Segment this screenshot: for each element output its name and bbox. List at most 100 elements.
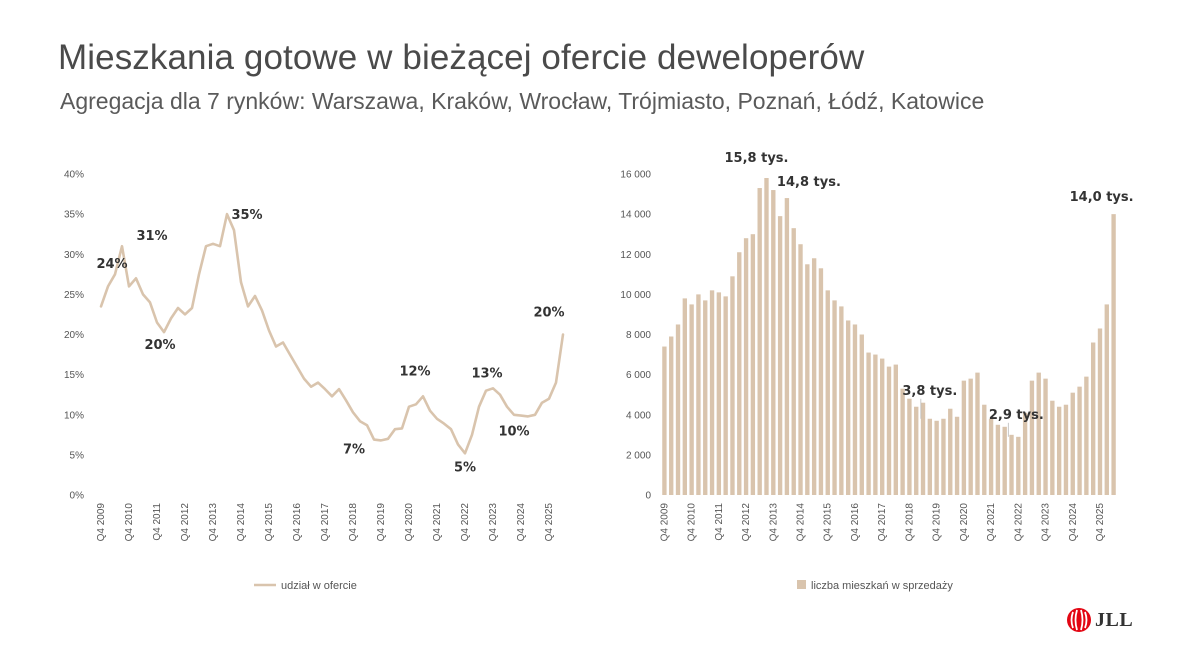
x-tick-label: Q4 2015 <box>264 503 275 542</box>
bar <box>1091 342 1096 495</box>
x-tick-label: Q4 2019 <box>376 503 387 542</box>
data-label: 2,9 tys. <box>989 408 1044 423</box>
x-tick-label: Q4 2020 <box>959 503 970 542</box>
bar <box>948 408 953 495</box>
bar <box>900 388 905 495</box>
bar <box>777 216 783 495</box>
bar <box>723 296 728 495</box>
y-tick-label: 0 <box>645 491 651 502</box>
bar <box>791 228 796 496</box>
bar <box>1070 392 1075 495</box>
bar <box>1077 386 1082 495</box>
x-tick-label: Q4 2022 <box>460 503 471 542</box>
x-tick-label: Q4 2010 <box>687 503 698 542</box>
bar <box>845 320 851 495</box>
y-tick-label: 10 000 <box>620 290 651 301</box>
data-label: 20% <box>533 306 564 321</box>
x-tick-label: Q4 2022 <box>1013 503 1024 542</box>
bar <box>798 244 803 495</box>
y-tick-label: 0% <box>70 491 85 502</box>
x-tick-label: Q4 2020 <box>404 503 415 542</box>
bar <box>954 416 960 495</box>
bar <box>1084 376 1089 495</box>
x-tick-label: Q4 2021 <box>986 503 997 542</box>
data-label: 7% <box>343 443 365 458</box>
bar <box>737 252 742 495</box>
bar <box>771 190 776 496</box>
bar <box>1050 400 1055 495</box>
x-tick-label: Q4 2018 <box>904 503 915 542</box>
x-tick-label: Q4 2014 <box>236 503 247 542</box>
bar <box>825 290 830 495</box>
y-tick-label: 2 000 <box>626 450 651 461</box>
bar <box>893 364 898 495</box>
bar <box>1002 426 1007 495</box>
bar <box>682 298 687 495</box>
bar <box>934 420 939 495</box>
data-label: 15,8 tys. <box>725 151 789 166</box>
y-tick-label: 6 000 <box>626 370 651 381</box>
bar <box>703 300 708 495</box>
bar <box>886 366 892 495</box>
bar <box>1036 372 1041 495</box>
bar <box>995 424 1001 495</box>
bar <box>1009 434 1014 495</box>
y-tick-label: 10% <box>64 410 84 421</box>
bar <box>927 418 933 495</box>
y-tick-label: 35% <box>64 210 84 221</box>
bar <box>852 324 858 495</box>
bar <box>675 324 681 495</box>
data-label: 3,8 tys. <box>902 384 957 399</box>
bar <box>975 372 980 495</box>
x-tick-label: Q4 2011 <box>152 503 163 541</box>
page-title: Mieszkania gotowe w bieżącej ofercie dew… <box>58 38 865 77</box>
x-tick-label: Q4 2025 <box>1095 503 1106 542</box>
y-tick-label: 16 000 <box>620 170 651 181</box>
legend-bar-swatch <box>797 580 806 589</box>
bar <box>866 352 871 495</box>
x-tick-label: Q4 2014 <box>796 503 807 542</box>
jll-logo: JLL <box>1066 606 1133 634</box>
x-tick-label: Q4 2012 <box>180 503 191 542</box>
bar <box>941 418 946 495</box>
y-tick-label: 30% <box>64 250 84 261</box>
data-label: 13% <box>471 366 502 381</box>
data-label: 24% <box>96 257 127 272</box>
y-tick-label: 12 000 <box>620 250 651 261</box>
bar <box>880 358 885 495</box>
x-tick-label: Q4 2024 <box>1068 503 1079 542</box>
bar <box>961 380 967 495</box>
bar <box>1016 436 1021 495</box>
x-tick-label: Q4 2024 <box>516 503 527 542</box>
x-tick-label: Q4 2010 <box>124 503 135 542</box>
bar <box>1104 304 1109 495</box>
x-tick-label: Q4 2009 <box>96 503 107 542</box>
legend-label: udział w ofercie <box>281 580 357 592</box>
bar <box>669 336 674 495</box>
bar <box>730 276 735 495</box>
y-tick-label: 40% <box>64 170 84 181</box>
x-tick-label: Q4 2021 <box>432 503 443 542</box>
x-tick-label: Q4 2015 <box>823 503 834 542</box>
bar <box>811 258 817 495</box>
bar <box>818 268 824 495</box>
bar <box>805 264 810 495</box>
x-tick-label: Q4 2016 <box>850 503 861 542</box>
x-tick-label: Q4 2019 <box>932 503 943 542</box>
bar <box>1063 404 1069 495</box>
bar <box>716 292 722 495</box>
x-tick-label: Q4 2012 <box>741 503 752 542</box>
logo-text: JLL <box>1095 608 1134 631</box>
jll-logo-icon <box>1067 608 1091 632</box>
bar <box>696 294 701 496</box>
data-label: 35% <box>231 208 262 223</box>
y-tick-label: 20% <box>64 330 84 341</box>
bar <box>1043 378 1048 495</box>
x-tick-label: Q4 2025 <box>544 503 555 542</box>
x-tick-label: Q4 2016 <box>292 503 303 542</box>
x-tick-label: Q4 2023 <box>488 503 499 542</box>
bar <box>859 334 864 495</box>
bar <box>839 306 844 495</box>
